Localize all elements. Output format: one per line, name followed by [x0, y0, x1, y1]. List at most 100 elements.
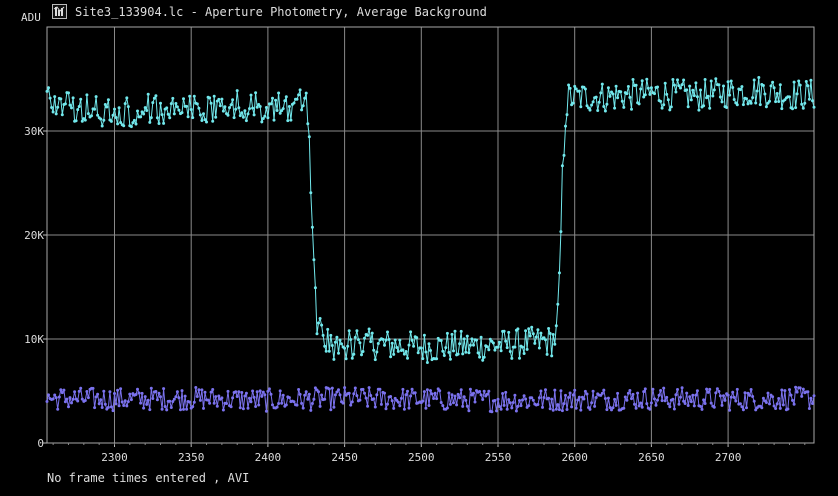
data-point — [548, 332, 552, 335]
data-point — [234, 107, 238, 111]
data-point — [447, 391, 451, 395]
x-tick-label: 2550 — [485, 451, 512, 464]
data-point — [341, 401, 345, 405]
data-point — [344, 357, 348, 361]
data-point — [461, 404, 465, 408]
data-point — [209, 390, 213, 394]
data-point — [197, 106, 201, 110]
data-point — [266, 116, 270, 120]
data-point — [192, 94, 196, 98]
data-point — [812, 105, 816, 109]
data-point — [143, 395, 147, 399]
data-point — [73, 390, 77, 394]
data-point — [642, 95, 646, 99]
data-point — [109, 405, 113, 409]
data-point — [106, 405, 110, 409]
data-point — [723, 398, 727, 402]
data-point — [663, 81, 667, 85]
data-point — [685, 391, 689, 395]
data-point — [312, 258, 316, 262]
data-point — [548, 407, 552, 411]
data-point — [544, 338, 547, 342]
data-point — [806, 390, 810, 394]
data-point — [346, 344, 350, 348]
data-point — [539, 331, 543, 335]
data-point — [606, 86, 610, 90]
data-point — [208, 96, 212, 100]
data-point — [261, 117, 265, 120]
y-tick-label: 0 — [37, 437, 44, 450]
data-point — [283, 99, 287, 103]
data-point — [579, 105, 583, 109]
data-point — [628, 389, 632, 392]
data-point — [136, 387, 139, 391]
data-point — [330, 386, 334, 390]
data-point — [587, 106, 590, 110]
data-point — [496, 345, 500, 349]
data-point — [735, 103, 739, 107]
data-point — [389, 395, 393, 398]
data-point — [335, 335, 339, 339]
data-point — [711, 94, 715, 98]
data-point — [80, 397, 84, 401]
data-point — [570, 405, 574, 409]
data-point — [192, 400, 196, 404]
data-point — [246, 406, 250, 410]
data-point — [303, 96, 307, 100]
data-point — [677, 84, 681, 88]
data-point — [306, 122, 310, 126]
data-point — [149, 386, 153, 390]
data-point — [752, 78, 756, 82]
data-point — [574, 87, 578, 91]
data-point — [261, 390, 265, 394]
data-point — [794, 106, 798, 110]
data-point — [809, 78, 813, 82]
data-point — [481, 358, 485, 362]
data-point — [287, 105, 291, 108]
data-point — [152, 96, 156, 100]
data-point — [455, 403, 459, 407]
data-point — [692, 94, 696, 98]
data-point — [513, 345, 517, 349]
y-tick-label: 20K — [24, 229, 44, 242]
data-point — [172, 112, 176, 116]
data-point — [252, 395, 256, 399]
data-point — [439, 401, 443, 404]
data-point — [215, 404, 219, 408]
data-point — [226, 113, 230, 117]
data-point — [478, 355, 482, 359]
data-point — [636, 391, 640, 395]
data-point — [398, 338, 402, 342]
data-point — [453, 394, 457, 398]
data-point — [50, 106, 54, 109]
data-point — [694, 81, 698, 85]
data-point — [550, 397, 554, 401]
data-point — [516, 327, 520, 331]
grid-lines — [47, 27, 814, 444]
data-point — [766, 391, 770, 395]
data-point — [79, 386, 83, 390]
data-point — [292, 101, 296, 105]
data-point — [249, 93, 253, 97]
data-point — [498, 405, 501, 408]
data-point — [412, 344, 416, 348]
data-point — [326, 327, 330, 331]
data-point — [590, 401, 594, 405]
data-point — [702, 104, 706, 108]
data-point — [198, 398, 202, 402]
data-point — [505, 346, 509, 350]
data-point — [355, 394, 359, 398]
data-point — [301, 406, 305, 410]
data-point — [491, 341, 495, 345]
light-curve-app-icon[interactable] — [52, 4, 67, 19]
data-point — [634, 83, 638, 87]
data-point — [119, 387, 123, 391]
data-point — [534, 335, 538, 339]
data-point — [527, 327, 531, 331]
data-point — [468, 387, 472, 391]
data-point — [499, 407, 503, 411]
data-point — [619, 90, 623, 94]
data-point — [278, 389, 282, 393]
data-point — [537, 396, 541, 400]
